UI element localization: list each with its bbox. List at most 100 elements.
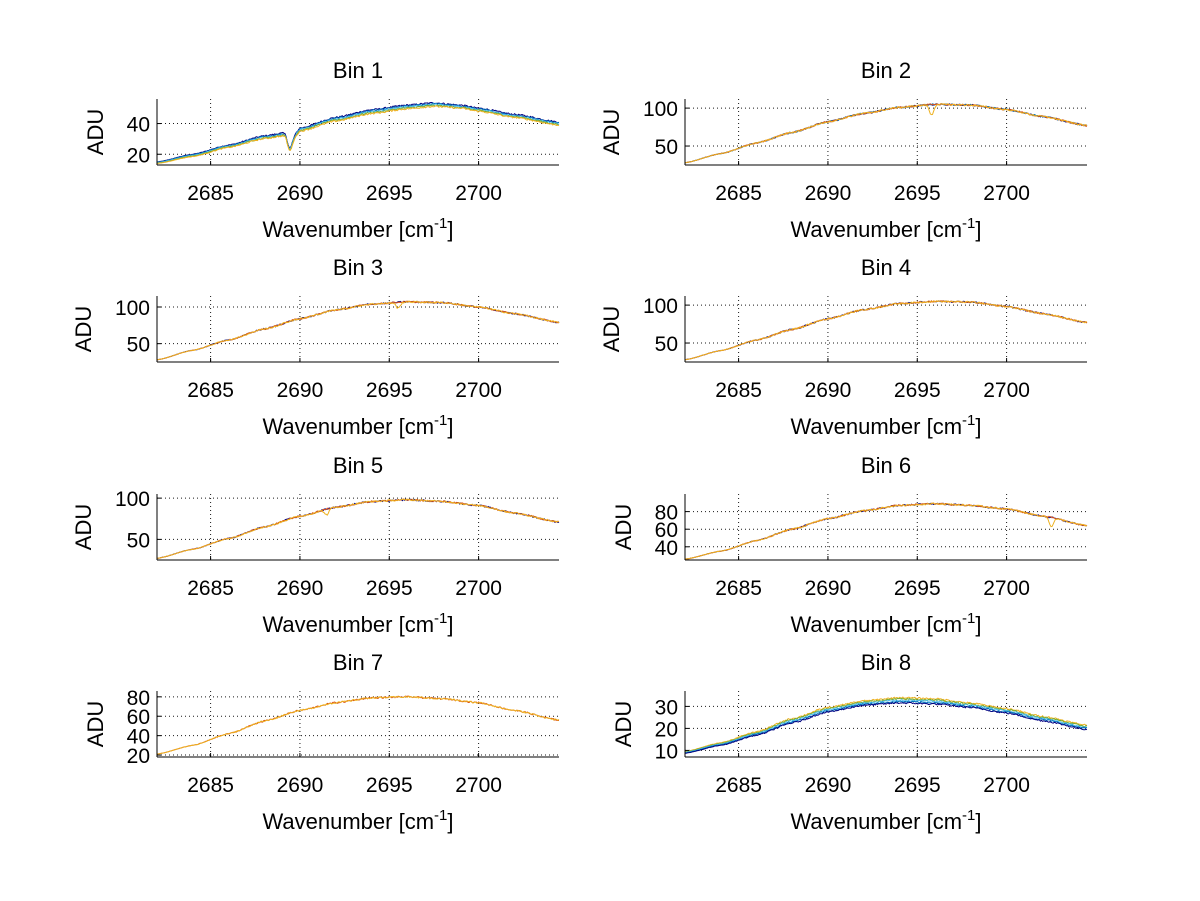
y-tick-label: 50 — [655, 136, 678, 159]
y-axis-label: ADU — [611, 701, 636, 747]
y-tick-label: 60 — [655, 519, 678, 542]
subplot-title: Bin 6 — [861, 453, 911, 478]
x-axis-label-superscript: -1 — [434, 807, 447, 824]
x-axis-label-end: ] — [447, 414, 453, 439]
x-axis-label-superscript: -1 — [434, 412, 447, 429]
x-tick-label: 2700 — [455, 577, 502, 600]
y-tick-label: 30 — [655, 696, 678, 719]
x-tick-label: 2695 — [366, 182, 413, 205]
x-tick-label: 2695 — [894, 774, 941, 797]
x-tick-label: 2685 — [187, 774, 234, 797]
x-axis-label: Wavenumber [cm-1] — [262, 412, 453, 439]
x-axis-label-superscript: -1 — [962, 412, 975, 429]
x-tick-label: 2700 — [983, 182, 1030, 205]
x-axis-label: Wavenumber [cm-1] — [262, 807, 453, 834]
x-axis-label: Wavenumber [cm-1] — [790, 807, 981, 834]
x-axis-label-superscript: -1 — [962, 807, 975, 824]
x-tick-label: 2690 — [277, 577, 324, 600]
y-tick-label: 20 — [655, 718, 678, 741]
x-axis-label: Wavenumber [cm-1] — [262, 610, 453, 637]
x-axis-label: Wavenumber [cm-1] — [262, 215, 453, 242]
x-tick-label: 2685 — [715, 577, 762, 600]
x-axis-label-main: Wavenumber [cm — [262, 809, 434, 834]
y-tick-label: 60 — [127, 706, 150, 729]
x-axis-label-end: ] — [447, 612, 453, 637]
x-tick-label: 2690 — [277, 379, 324, 402]
x-axis-label-end: ] — [447, 809, 453, 834]
x-tick-label: 2695 — [366, 774, 413, 797]
y-tick-label: 40 — [655, 537, 678, 560]
series-line-3 — [156, 498, 560, 559]
x-tick-label: 2690 — [805, 577, 852, 600]
x-axis-label: Wavenumber [cm-1] — [790, 412, 981, 439]
x-axis-label-main: Wavenumber [cm — [262, 414, 434, 439]
y-tick-label: 10 — [655, 740, 678, 763]
subplot-bin-3: 2685 2690 2695 2700 50 100 Bin 3 Wavenumber [cm… — [71, 255, 560, 439]
series-line-4 — [684, 103, 1088, 164]
series-line-5 — [684, 702, 1088, 754]
subplot-title: Bin 1 — [333, 58, 383, 83]
x-tick-label: 2700 — [455, 774, 502, 797]
y-axis-label: ADU — [71, 504, 96, 550]
y-axis-label: ADU — [599, 306, 624, 352]
x-tick-label: 2685 — [187, 577, 234, 600]
y-tick-label: 80 — [655, 502, 678, 525]
series-line-5 — [157, 105, 560, 164]
y-tick-label: 50 — [655, 333, 678, 356]
y-tick-label: 40 — [127, 726, 150, 749]
x-tick-label: 2700 — [455, 182, 502, 205]
subplot-title: Bin 8 — [861, 650, 911, 675]
x-tick-label: 2690 — [805, 774, 852, 797]
x-tick-label: 2695 — [366, 577, 413, 600]
x-tick-label: 2690 — [277, 182, 324, 205]
x-tick-label: 2695 — [366, 379, 413, 402]
y-tick-label: 100 — [643, 98, 678, 121]
subplot-title: Bin 5 — [333, 453, 383, 478]
x-axis-label: Wavenumber [cm-1] — [790, 610, 981, 637]
x-axis-label-end: ] — [975, 217, 981, 242]
y-axis-label: ADU — [71, 306, 96, 352]
x-axis-label-main: Wavenumber [cm — [262, 217, 434, 242]
series-line-3 — [684, 699, 1088, 753]
x-tick-label: 2695 — [894, 379, 941, 402]
x-tick-label: 2695 — [894, 577, 941, 600]
x-tick-label: 2690 — [805, 182, 852, 205]
x-axis-label-superscript: -1 — [434, 215, 447, 232]
y-tick-label: 100 — [115, 488, 150, 511]
x-axis-label-end: ] — [447, 217, 453, 242]
x-axis-label-main: Wavenumber [cm — [790, 809, 962, 834]
series-line-1 — [684, 696, 1088, 752]
subplot-title: Bin 7 — [333, 650, 383, 675]
y-tick-label: 50 — [127, 529, 150, 552]
subplot-bin-5: 2685 2690 2695 2700 50 100 Bin 5 Wavenumber [cm… — [71, 453, 560, 637]
series-line-2 — [156, 102, 560, 163]
y-tick-label: 40 — [127, 114, 150, 137]
series-line-3 — [156, 300, 560, 361]
x-axis-label-superscript: -1 — [434, 610, 447, 627]
series-line-3 — [684, 502, 1088, 560]
x-tick-label: 2700 — [983, 577, 1030, 600]
series-line-2 — [157, 695, 560, 755]
x-axis-label-main: Wavenumber [cm — [790, 217, 962, 242]
y-axis-label: ADU — [599, 109, 624, 155]
y-tick-label: 20 — [127, 144, 150, 167]
y-tick-label: 20 — [127, 745, 150, 768]
y-axis-label: ADU — [83, 109, 108, 155]
y-tick-label: 80 — [127, 687, 150, 710]
x-axis-label-end: ] — [975, 414, 981, 439]
x-tick-label: 2685 — [715, 379, 762, 402]
x-axis-label-main: Wavenumber [cm — [790, 414, 962, 439]
y-tick-label: 50 — [127, 334, 150, 357]
x-tick-label: 2685 — [715, 182, 762, 205]
subplot-bin-4: 2685 2690 2695 2700 50 100 Bin 4 Wavenumber [cm… — [599, 255, 1088, 439]
series-line-4 — [684, 700, 1088, 754]
x-tick-label: 2700 — [983, 774, 1030, 797]
subplot-title: Bin 4 — [861, 255, 911, 280]
subplot-title: Bin 2 — [861, 58, 911, 83]
subplot-title: Bin 3 — [333, 255, 383, 280]
